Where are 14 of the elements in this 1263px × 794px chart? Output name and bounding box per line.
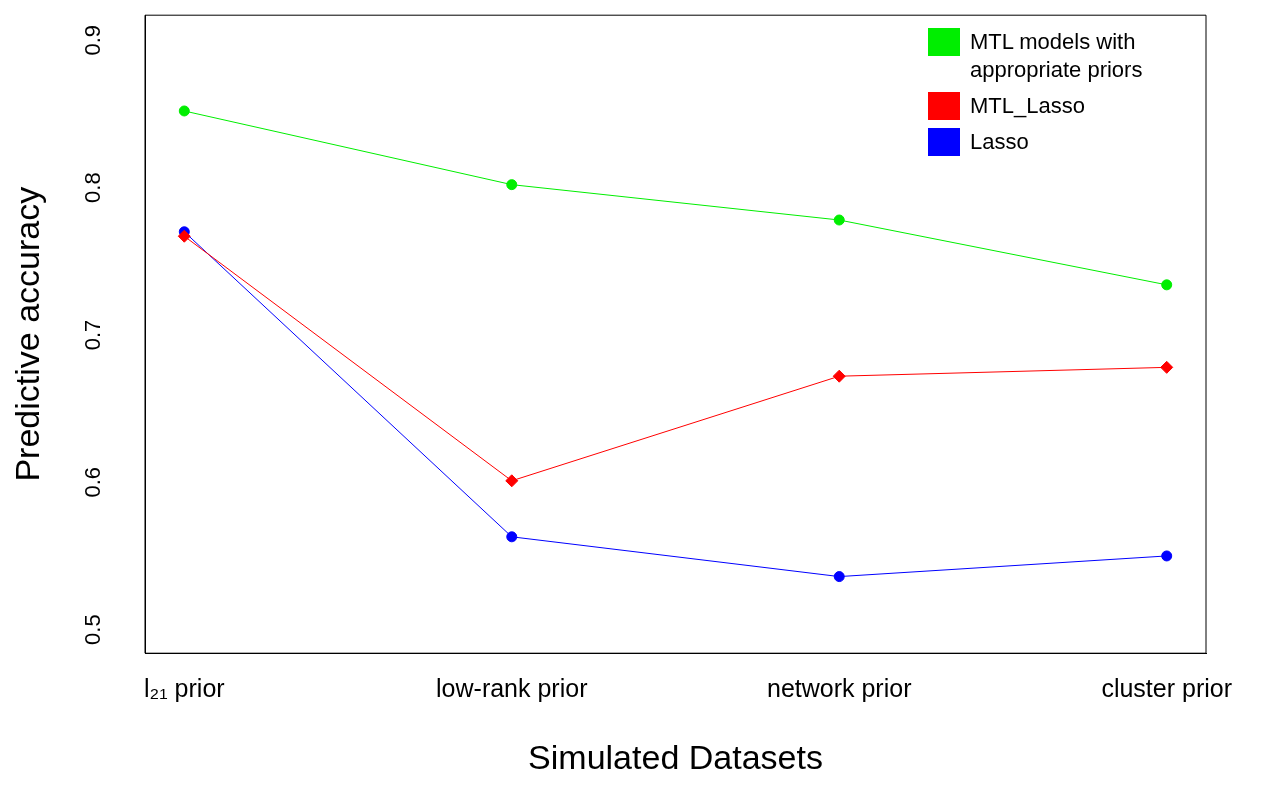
y-tick-label: 0.8: [80, 172, 106, 203]
y-tick-label: 0.7: [80, 319, 106, 351]
x-tick-label: cluster prior: [1101, 674, 1232, 703]
x-tick-label: network prior: [766, 674, 912, 703]
legend-label: MTL_Lasso: [970, 92, 1085, 120]
x-tick-label: l₂₁ prior: [143, 674, 225, 703]
y-tick-label: 0.5: [80, 614, 106, 645]
y-axis-title: Predictive accuracy: [7, 186, 46, 482]
y-tick-label: 0.9: [80, 24, 106, 56]
y-tick-label: 0.6: [80, 466, 106, 498]
legend-label: Lasso: [970, 128, 1029, 156]
legend-label: MTL models with appropriate priors: [970, 28, 1144, 84]
x-tick-label: low-rank prior: [436, 674, 588, 703]
x-axis-title: Simulated Datasets: [528, 737, 823, 776]
